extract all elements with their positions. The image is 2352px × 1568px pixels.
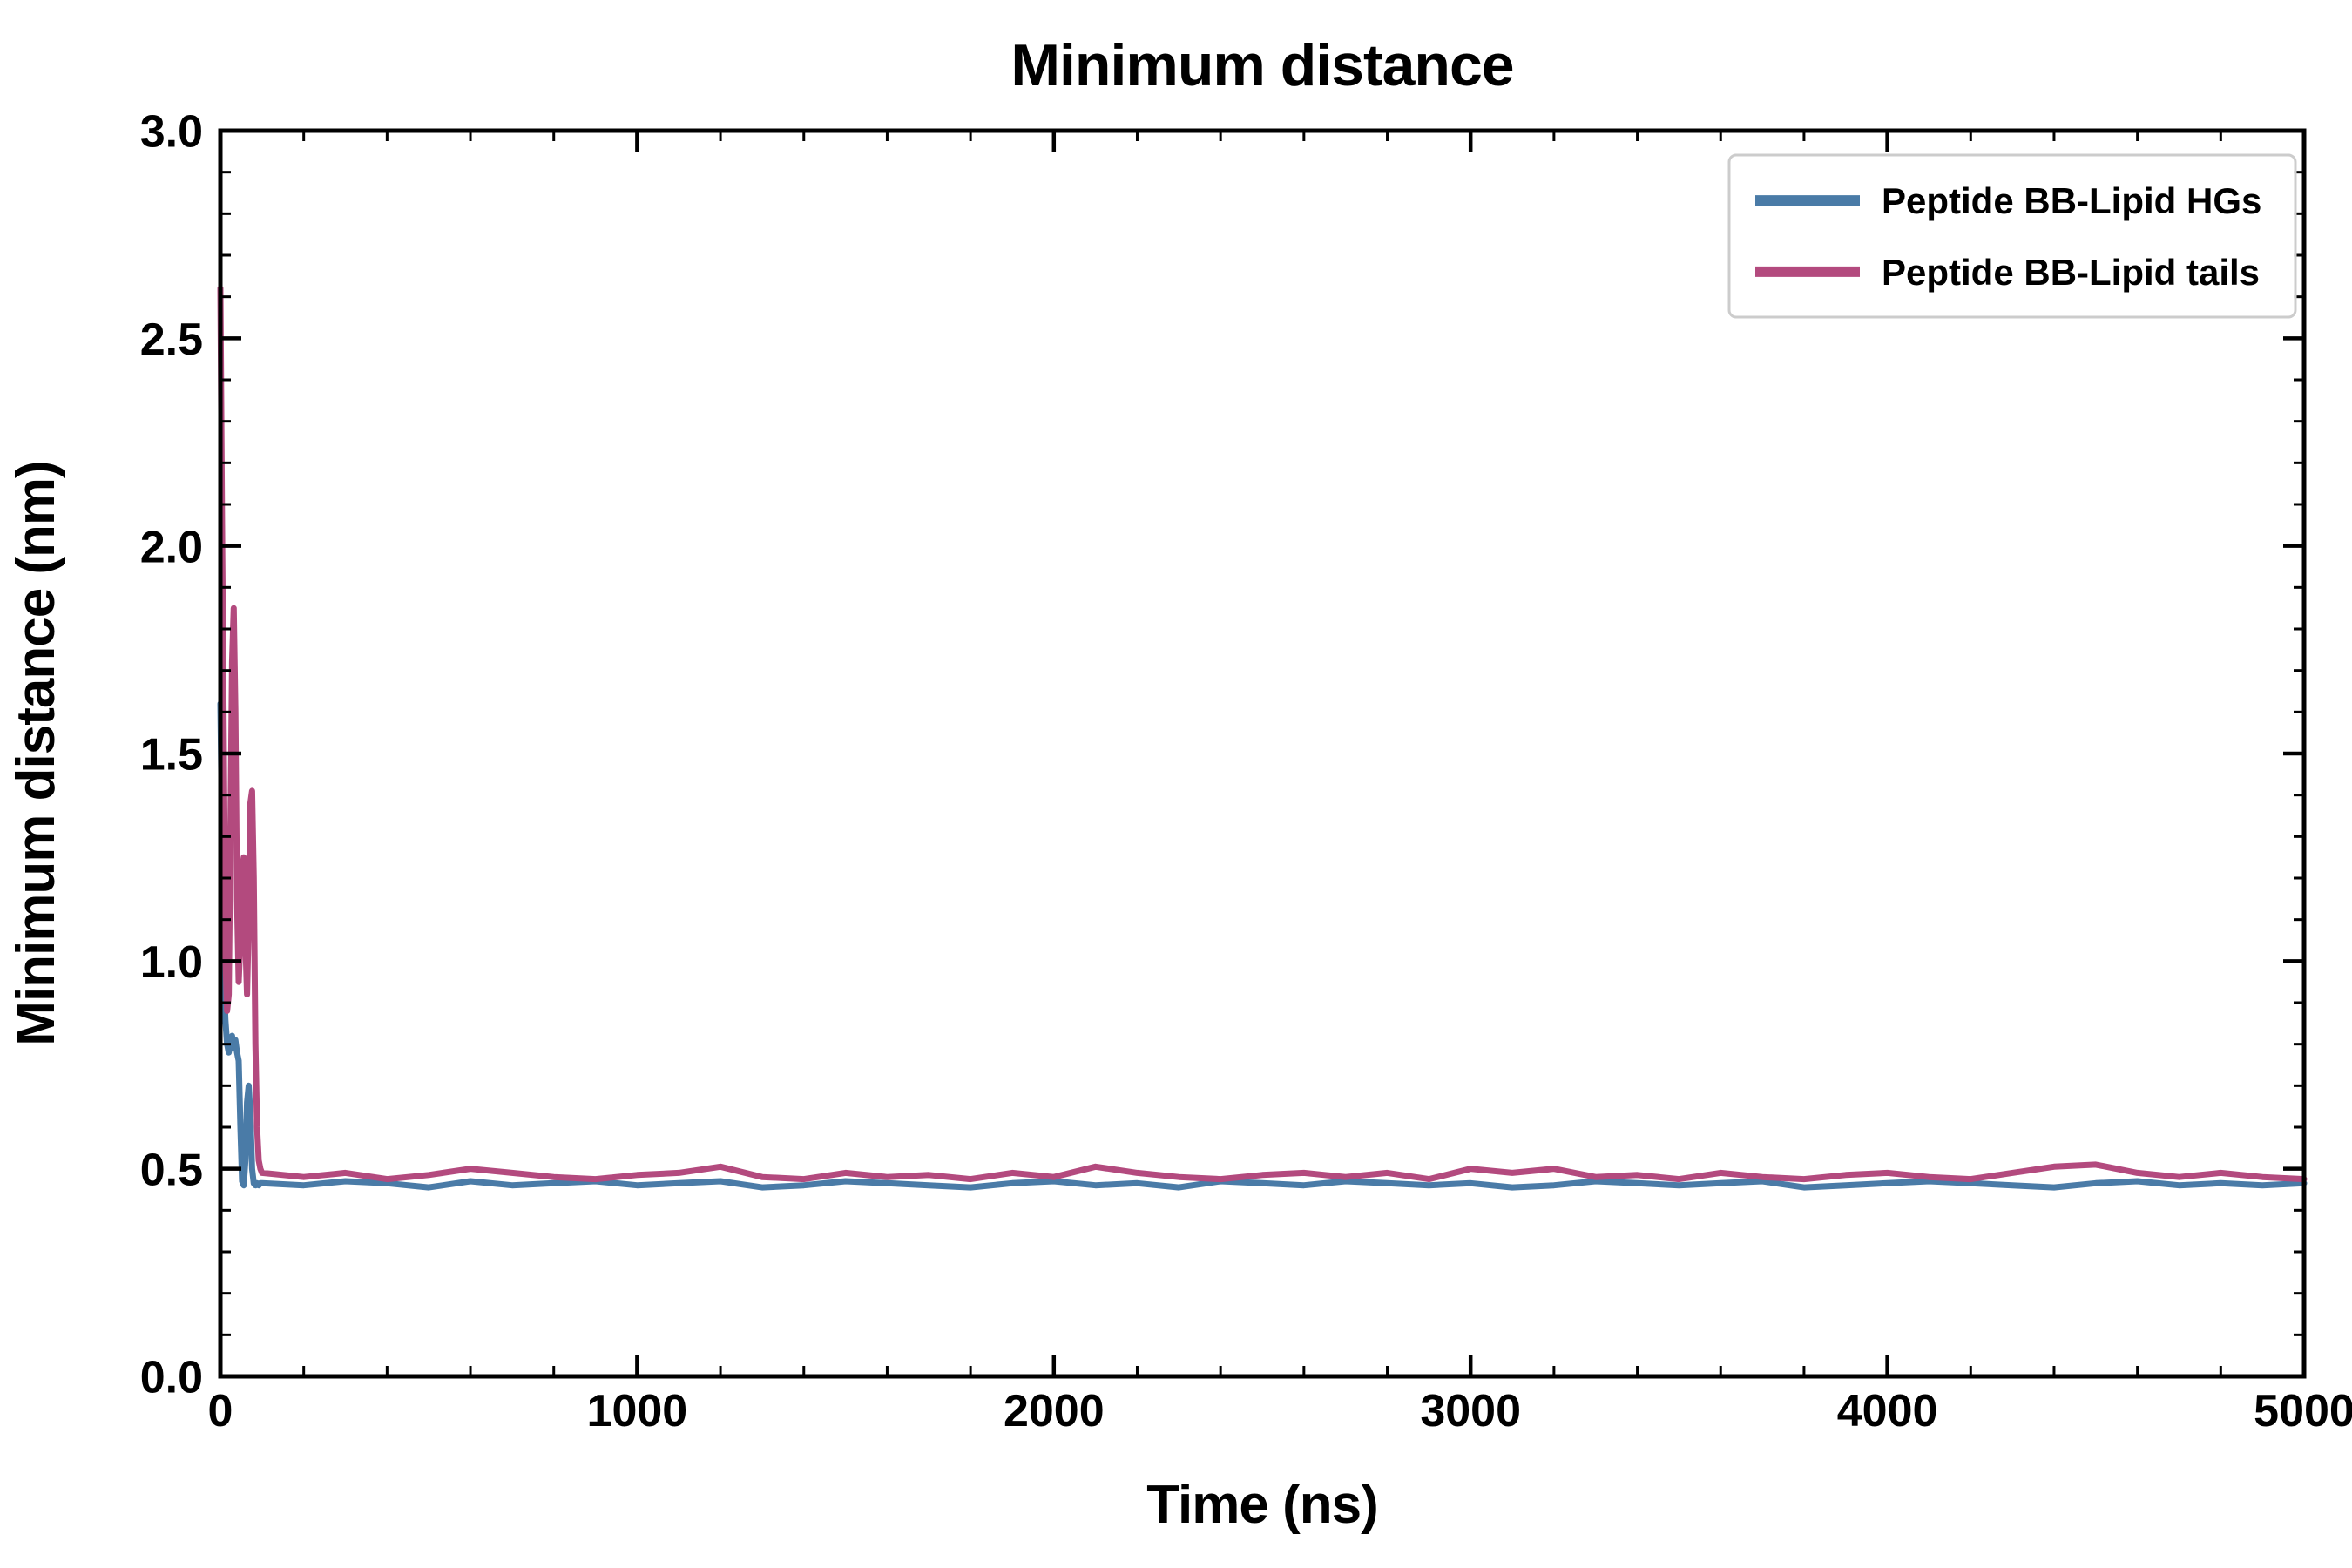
y-tick-label: 2.5: [140, 314, 203, 365]
axes-group: 0 1000 2000 3000 4000 5000 0.0 0.5 1.0 1.5 2.0 2.5 3…: [140, 107, 2352, 1436]
legend-box: [1727, 153, 2297, 319]
x-tick-label: 0: [208, 1386, 233, 1436]
y-tick-label: 0.5: [140, 1145, 203, 1195]
legend: Peptide BB-Lipid HGs Peptide BB-Lipid tai…: [1727, 153, 2297, 319]
y-axis-label: Minimum distance (nm): [6, 461, 66, 1045]
x-tick-label: 4000: [1837, 1386, 1938, 1436]
plot-border: [218, 128, 2307, 1379]
series-line-1: [217, 285, 2308, 1183]
series-line-0: [217, 700, 2308, 1191]
y-tick-label: 3.0: [140, 107, 203, 158]
chart-title: Minimum distance: [1010, 32, 1513, 98]
plot-area: [220, 131, 2304, 1376]
legend-label-1: Peptide BB-Lipid tails: [1882, 252, 2260, 293]
x-tick-label: 3000: [1420, 1386, 1521, 1436]
y-tick-label: 2.0: [140, 522, 203, 572]
legend-label-0: Peptide BB-Lipid HGs: [1882, 180, 2261, 221]
y-tick-label: 1.5: [140, 730, 203, 781]
x-tick-label: 2000: [1004, 1386, 1105, 1436]
series-group: [217, 285, 2308, 1191]
x-tick-label: 5000: [2254, 1386, 2352, 1436]
x-axis-label: Time (ns): [1146, 1475, 1377, 1535]
y-tick-label: 1.0: [140, 937, 203, 988]
y-tick-label: 0.0: [140, 1353, 203, 1403]
x-tick-label: 1000: [587, 1386, 688, 1436]
